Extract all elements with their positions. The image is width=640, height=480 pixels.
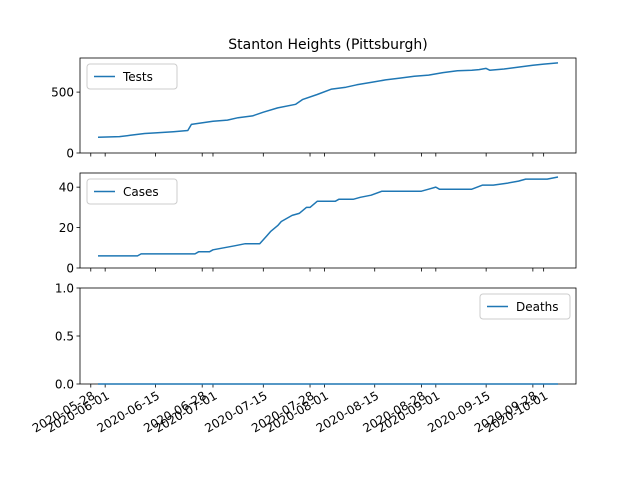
panel-0: 0 500 Tests [51,57,577,161]
legend-label: Tests [122,70,153,84]
legend-box [86,178,178,205]
y-tick-label: 40 [59,181,74,195]
y-tick-label: 0 [66,147,74,161]
panel-2: 0.0 0.5 1.0 Deaths [55,282,577,392]
y-tick-label: 500 [51,86,74,100]
legend-box [479,293,571,320]
series-line-tests [97,62,559,138]
y-tick-label: 0 [66,262,74,276]
panel-1: 0 20 40 Cases [59,172,577,276]
axes-frame [79,172,577,269]
y-tick-label: 20 [59,221,74,235]
y-tick-label: 0.0 [55,378,74,392]
chart-title: Stanton Heights (Pittsburgh) [228,37,427,53]
series-line-cases [98,176,559,257]
axes-frame [79,57,577,154]
legend-label: Deaths [516,300,559,314]
y-tick-label: 1.0 [55,282,74,296]
y-tick-label: 0.5 [55,330,74,344]
legend-box [86,63,178,90]
legend-label: Cases [123,185,159,199]
